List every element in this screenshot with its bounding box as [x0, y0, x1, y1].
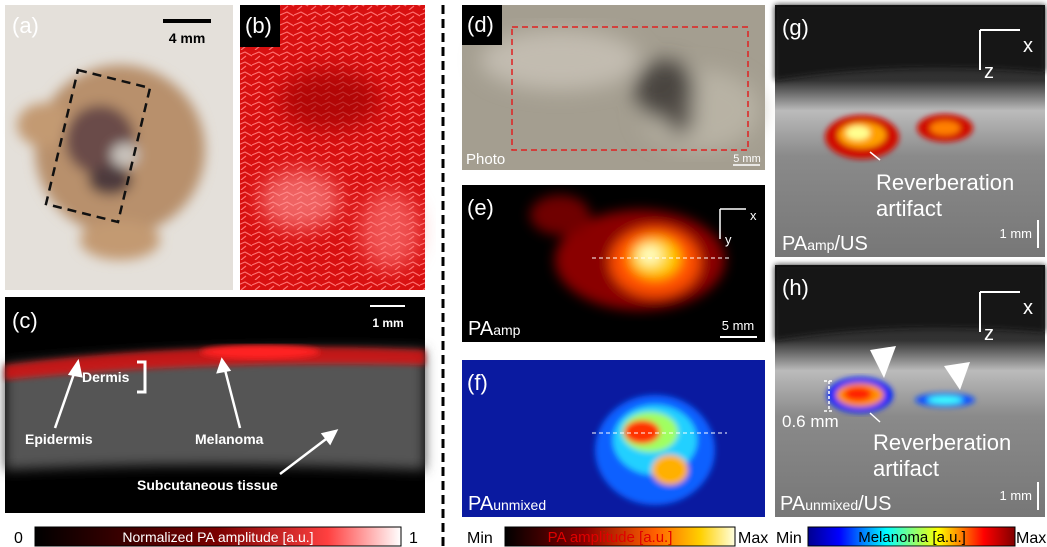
panel-label: (d)	[467, 12, 494, 37]
axis-label: x	[750, 208, 757, 223]
panel-f: (f) PAunmixed	[462, 360, 765, 517]
colorbar-title: Normalized PA amplitude [a.u.]	[122, 529, 313, 545]
colorbar-min: Min	[467, 530, 493, 547]
colorbar-title: PA amplitude [a.u.]	[548, 529, 673, 546]
colorbar-min: 0	[14, 530, 23, 547]
depth-label: 0.6 mm	[782, 412, 839, 431]
colorbar-title: Melanoma [a.u.]	[858, 529, 966, 546]
annotation: artifact	[876, 196, 942, 221]
scale-label: 1 mm	[372, 316, 403, 330]
annotation: Melanoma	[195, 431, 264, 447]
scale-label: 1 mm	[1000, 488, 1033, 503]
panel-label: (g)	[782, 15, 809, 40]
panel-label: (b)	[245, 13, 272, 38]
caption-main: PA	[780, 493, 806, 515]
colorbar-max: 1	[409, 530, 418, 547]
annotation: Epidermis	[25, 431, 93, 447]
colorbar-max: Max	[738, 530, 768, 547]
axis-label: z	[984, 323, 994, 345]
annotation: Subcutaneous tissue	[137, 477, 278, 493]
colorbar: Min PA amplitude [a.u.] Max	[467, 527, 768, 547]
caption-sub: amp	[807, 237, 834, 253]
axis-label: y	[725, 232, 732, 247]
annotation: Reverberation	[873, 430, 1011, 455]
panel-h: 0.6 mm (h) x z Reverberation artifact PA…	[775, 265, 1045, 517]
caption-suffix: /US	[858, 493, 891, 515]
caption: PAunmixed/US	[780, 493, 891, 515]
panel-a: (a) 4 mm	[5, 5, 233, 290]
melanoma	[200, 345, 320, 359]
caption: PAamp	[468, 318, 521, 340]
panel-e: (e) x y PAamp 5 mm	[462, 185, 765, 342]
caption-sub: unmixed	[493, 497, 546, 513]
annotation: Dermis	[82, 369, 130, 385]
figure: (a) 4 mm (b) (c) 1 mm Dermis Epidermis M…	[0, 0, 1047, 547]
scale-label: 4 mm	[169, 30, 206, 46]
caption: PAamp/US	[782, 233, 868, 255]
annotation: artifact	[873, 456, 939, 481]
colorbar-max: Max	[1016, 530, 1046, 547]
caption-main: PA	[782, 233, 808, 255]
caption-suffix: /US	[834, 233, 867, 255]
axis-label: x	[1023, 297, 1033, 319]
colorbar-min: Min	[776, 530, 802, 547]
panel-label: (c)	[12, 308, 38, 333]
caption-main: PA	[468, 318, 494, 340]
panel-d: (d) Photo 5 mm	[462, 5, 765, 170]
panel-label: (e)	[467, 195, 494, 220]
scale-label: 5 mm	[733, 153, 761, 165]
panel-label: (f)	[467, 370, 488, 395]
caption: PAunmixed	[468, 493, 546, 515]
panel-c: (c) 1 mm Dermis Epidermis Melanoma Subcu…	[5, 297, 425, 513]
panel-label: (a)	[12, 13, 39, 38]
scale-label: 1 mm	[1000, 226, 1033, 241]
panel-g: (g) x z Reverberation artifact PAamp/US …	[775, 5, 1045, 257]
panel-b: (b)	[240, 5, 425, 290]
axis-label: z	[984, 61, 994, 83]
axis-label: x	[1023, 35, 1033, 57]
panel-label: (h)	[782, 275, 809, 300]
scale-label: 5 mm	[722, 318, 755, 333]
annotation: Reverberation	[876, 170, 1014, 195]
colorbar: 0 Normalized PA amplitude [a.u.] 1	[14, 527, 418, 547]
colorbar: Min Melanoma [a.u.] Max	[776, 527, 1046, 547]
caption: Photo	[466, 151, 505, 168]
unmixed-signal	[595, 395, 715, 505]
caption-sub: amp	[493, 322, 520, 338]
caption-main: PA	[468, 493, 494, 515]
caption-sub: unmixed	[805, 497, 858, 513]
